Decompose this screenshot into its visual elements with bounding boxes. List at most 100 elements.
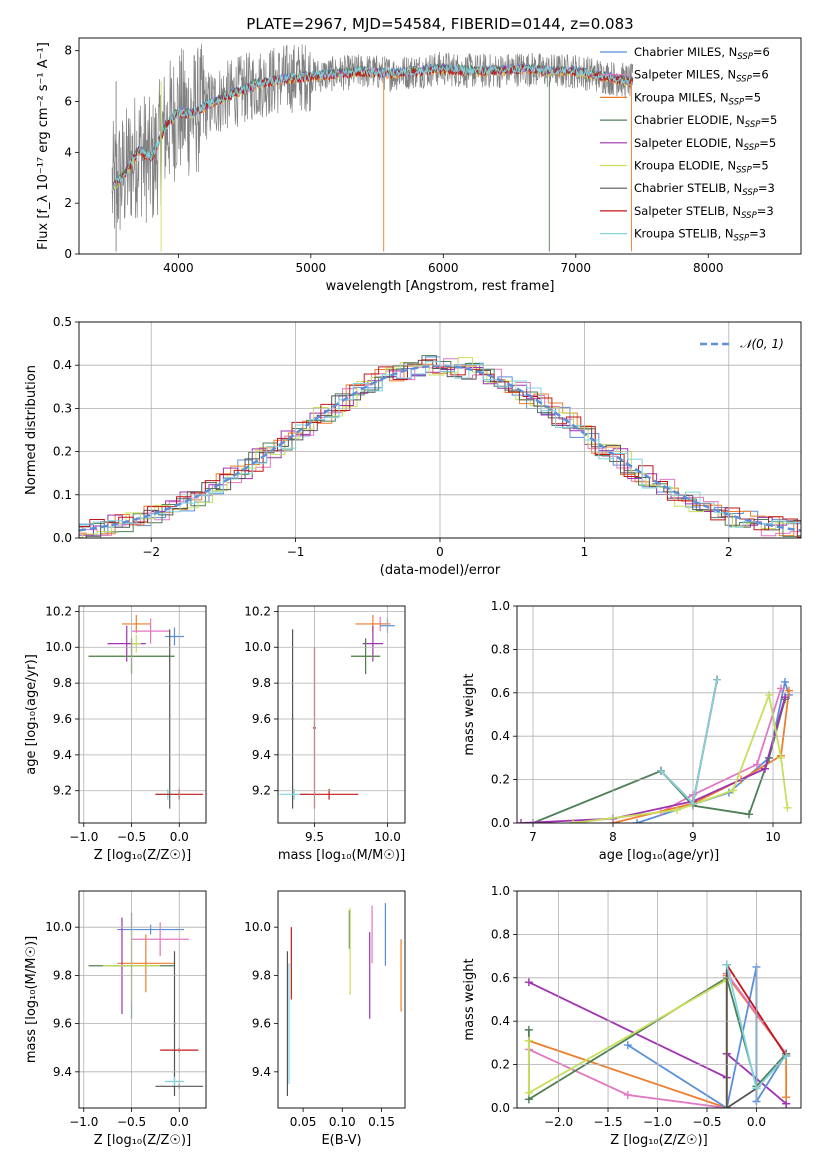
y-tick-label: 0.3 bbox=[53, 401, 72, 415]
y-tick-label: 0.4 bbox=[491, 729, 510, 743]
legend-count: =3 bbox=[757, 204, 774, 218]
y-tick-label: 0.2 bbox=[491, 773, 510, 787]
x-axis-label: (data-model)/error bbox=[380, 563, 501, 578]
legend-sub: SSP bbox=[736, 75, 752, 85]
legend-sub: SSP bbox=[737, 52, 753, 62]
y-tick-label: 0.4 bbox=[53, 358, 72, 372]
legend-count: =5 bbox=[744, 90, 761, 104]
y-tick-label: 10.0 bbox=[244, 640, 271, 654]
y-tick-label: 9.2 bbox=[252, 784, 271, 798]
legend-entry: Kroupa STELIB, NSSP=3 bbox=[634, 227, 766, 244]
data-point-marker bbox=[765, 690, 773, 699]
y-tick-label: 0.1 bbox=[53, 488, 72, 502]
data-point-marker bbox=[657, 766, 665, 775]
panel-spectrum: 4000 5000 6000 7000 8000 0 2 4 6 8 wavelength [Ang… bbox=[36, 37, 802, 294]
legend-sub: SSP bbox=[734, 234, 750, 244]
x-tick-label: −2 bbox=[142, 545, 160, 559]
y-tick-label: 0.0 bbox=[491, 1101, 510, 1115]
y-tick-label: 1.0 bbox=[491, 884, 510, 898]
x-tick-label: −1 bbox=[287, 545, 305, 559]
legend-count: =5 bbox=[752, 159, 769, 173]
salpeter-miles-histogram bbox=[79, 358, 801, 537]
panel-mass-vs-Z: −1.0 −0.5 0.0 9.4 9.6 9.8 10.0 Z [log₁₀(Z/Z☉)] m… bbox=[24, 890, 207, 1148]
axes-frame bbox=[277, 890, 406, 1109]
x-tick-label: −1.0 bbox=[643, 1115, 672, 1129]
legend-label: 𝒩(0, 1) bbox=[740, 337, 784, 351]
y-tick-label: 9.4 bbox=[252, 748, 271, 762]
y-tick-label: 0.2 bbox=[491, 1058, 510, 1072]
legend-label: Salpeter ELODIE, N bbox=[634, 136, 744, 150]
legend-sub: SSP bbox=[741, 211, 757, 221]
y-axis-label: mass weight bbox=[462, 673, 477, 755]
y-tick-label: 2 bbox=[64, 196, 72, 210]
legend-label: Salpeter MILES, N bbox=[634, 68, 736, 82]
x-tick-label: 10.0 bbox=[374, 830, 401, 844]
y-tick-label: 0.5 bbox=[53, 315, 72, 329]
legend-entry: Chabrier MILES, NSSP=6 bbox=[634, 45, 770, 62]
y-tick-label: 6 bbox=[64, 95, 72, 109]
data-point-marker bbox=[783, 803, 792, 812]
y-tick-label: 10.0 bbox=[244, 920, 271, 934]
y-tick-label: 9.6 bbox=[252, 712, 271, 726]
salpeter-miles-series-line bbox=[528, 970, 787, 1108]
x-tick-label: 0.10 bbox=[329, 1115, 356, 1129]
axes-frame bbox=[516, 605, 802, 824]
data-point-marker bbox=[524, 1088, 533, 1097]
y-axis-label: mass [log₁₀(M/M☉)] bbox=[24, 936, 39, 1063]
x-axis-label: wavelength [Angstrom, rest frame] bbox=[326, 279, 555, 294]
legend-sub: SSP bbox=[744, 143, 760, 153]
x-tick-label: 8000 bbox=[693, 261, 724, 275]
y-tick-label: 9.6 bbox=[53, 712, 72, 726]
legend-entry: Kroupa MILES, NSSP=5 bbox=[634, 90, 761, 107]
data-point-marker bbox=[781, 693, 789, 702]
x-tick-label: −2.0 bbox=[544, 1115, 573, 1129]
y-tick-label: 10.2 bbox=[45, 604, 72, 618]
axes-frame bbox=[78, 37, 802, 255]
legend-label: Chabrier ELODIE, N bbox=[634, 113, 745, 127]
x-tick-label: 1 bbox=[581, 545, 589, 559]
y-tick-label: 9.2 bbox=[53, 784, 72, 798]
data-point-marker bbox=[524, 978, 533, 987]
x-tick-label: −1.5 bbox=[593, 1115, 622, 1129]
x-tick-label: −1.0 bbox=[69, 830, 98, 844]
data-point-marker bbox=[781, 677, 789, 686]
data-point-marker bbox=[782, 1051, 791, 1060]
data-point-marker bbox=[777, 753, 785, 762]
legend-count: =3 bbox=[749, 227, 766, 241]
legend-label: Chabrier MILES, N bbox=[634, 45, 737, 59]
plot-area bbox=[286, 903, 402, 1096]
panel-age-vs-Z: −1.0 −0.5 0.0 9.2 9.4 9.6 9.8 10.0 10.2 Z [log₁₀(… bbox=[24, 604, 207, 863]
x-tick-label: 5000 bbox=[296, 261, 327, 275]
kroupa-elodie-histogram bbox=[79, 357, 801, 538]
y-tick-label: 9.4 bbox=[252, 1065, 271, 1079]
data-point-marker bbox=[623, 1090, 632, 1099]
data-point-marker bbox=[633, 819, 641, 823]
data-point-marker bbox=[753, 760, 761, 769]
legend-sub: SSP bbox=[729, 97, 745, 107]
legend-count: =6 bbox=[753, 45, 770, 59]
kroupa-elodie-series-line bbox=[572, 691, 789, 823]
legend-entry: Salpeter ELODIE, NSSP=5 bbox=[634, 136, 776, 153]
x-tick-label: 2 bbox=[725, 545, 733, 559]
y-tick-label: 4 bbox=[64, 145, 72, 159]
legend-count: =5 bbox=[760, 113, 777, 127]
legend-entry: Salpeter MILES, NSSP=6 bbox=[634, 68, 769, 85]
y-tick-label: 9.8 bbox=[252, 968, 271, 982]
x-axis-label: age [log₁₀(age/yr)] bbox=[599, 848, 720, 863]
y-tick-label: 8 bbox=[64, 44, 72, 58]
chabrier-elodie-histogram bbox=[79, 355, 801, 537]
x-axis-label: mass [log₁₀(M/M☉)] bbox=[278, 848, 405, 863]
y-tick-label: 0.0 bbox=[491, 816, 510, 830]
x-tick-label: 6000 bbox=[428, 261, 459, 275]
data-point-marker bbox=[777, 684, 785, 693]
data-point-marker bbox=[569, 819, 577, 823]
legend-label: Kroupa MILES, N bbox=[634, 90, 729, 104]
figure-title: PLATE=2967, MJD=54584, FIBERID=0144, z=0… bbox=[246, 15, 633, 33]
legend-label: Salpeter STELIB, N bbox=[634, 204, 741, 218]
y-tick-label: 9.4 bbox=[53, 1065, 72, 1079]
legend-label: Chabrier STELIB, N bbox=[634, 181, 742, 195]
data-point-marker bbox=[673, 805, 681, 814]
data-point-marker bbox=[713, 675, 721, 684]
axes-frame bbox=[78, 321, 802, 539]
panel-mass-weight-vs-Z: −2.0 −1.5 −1.0 −0.5 0.0 0.0 0.2 0.4 0.6 0.8 1.0 Z [… bbox=[462, 884, 802, 1148]
